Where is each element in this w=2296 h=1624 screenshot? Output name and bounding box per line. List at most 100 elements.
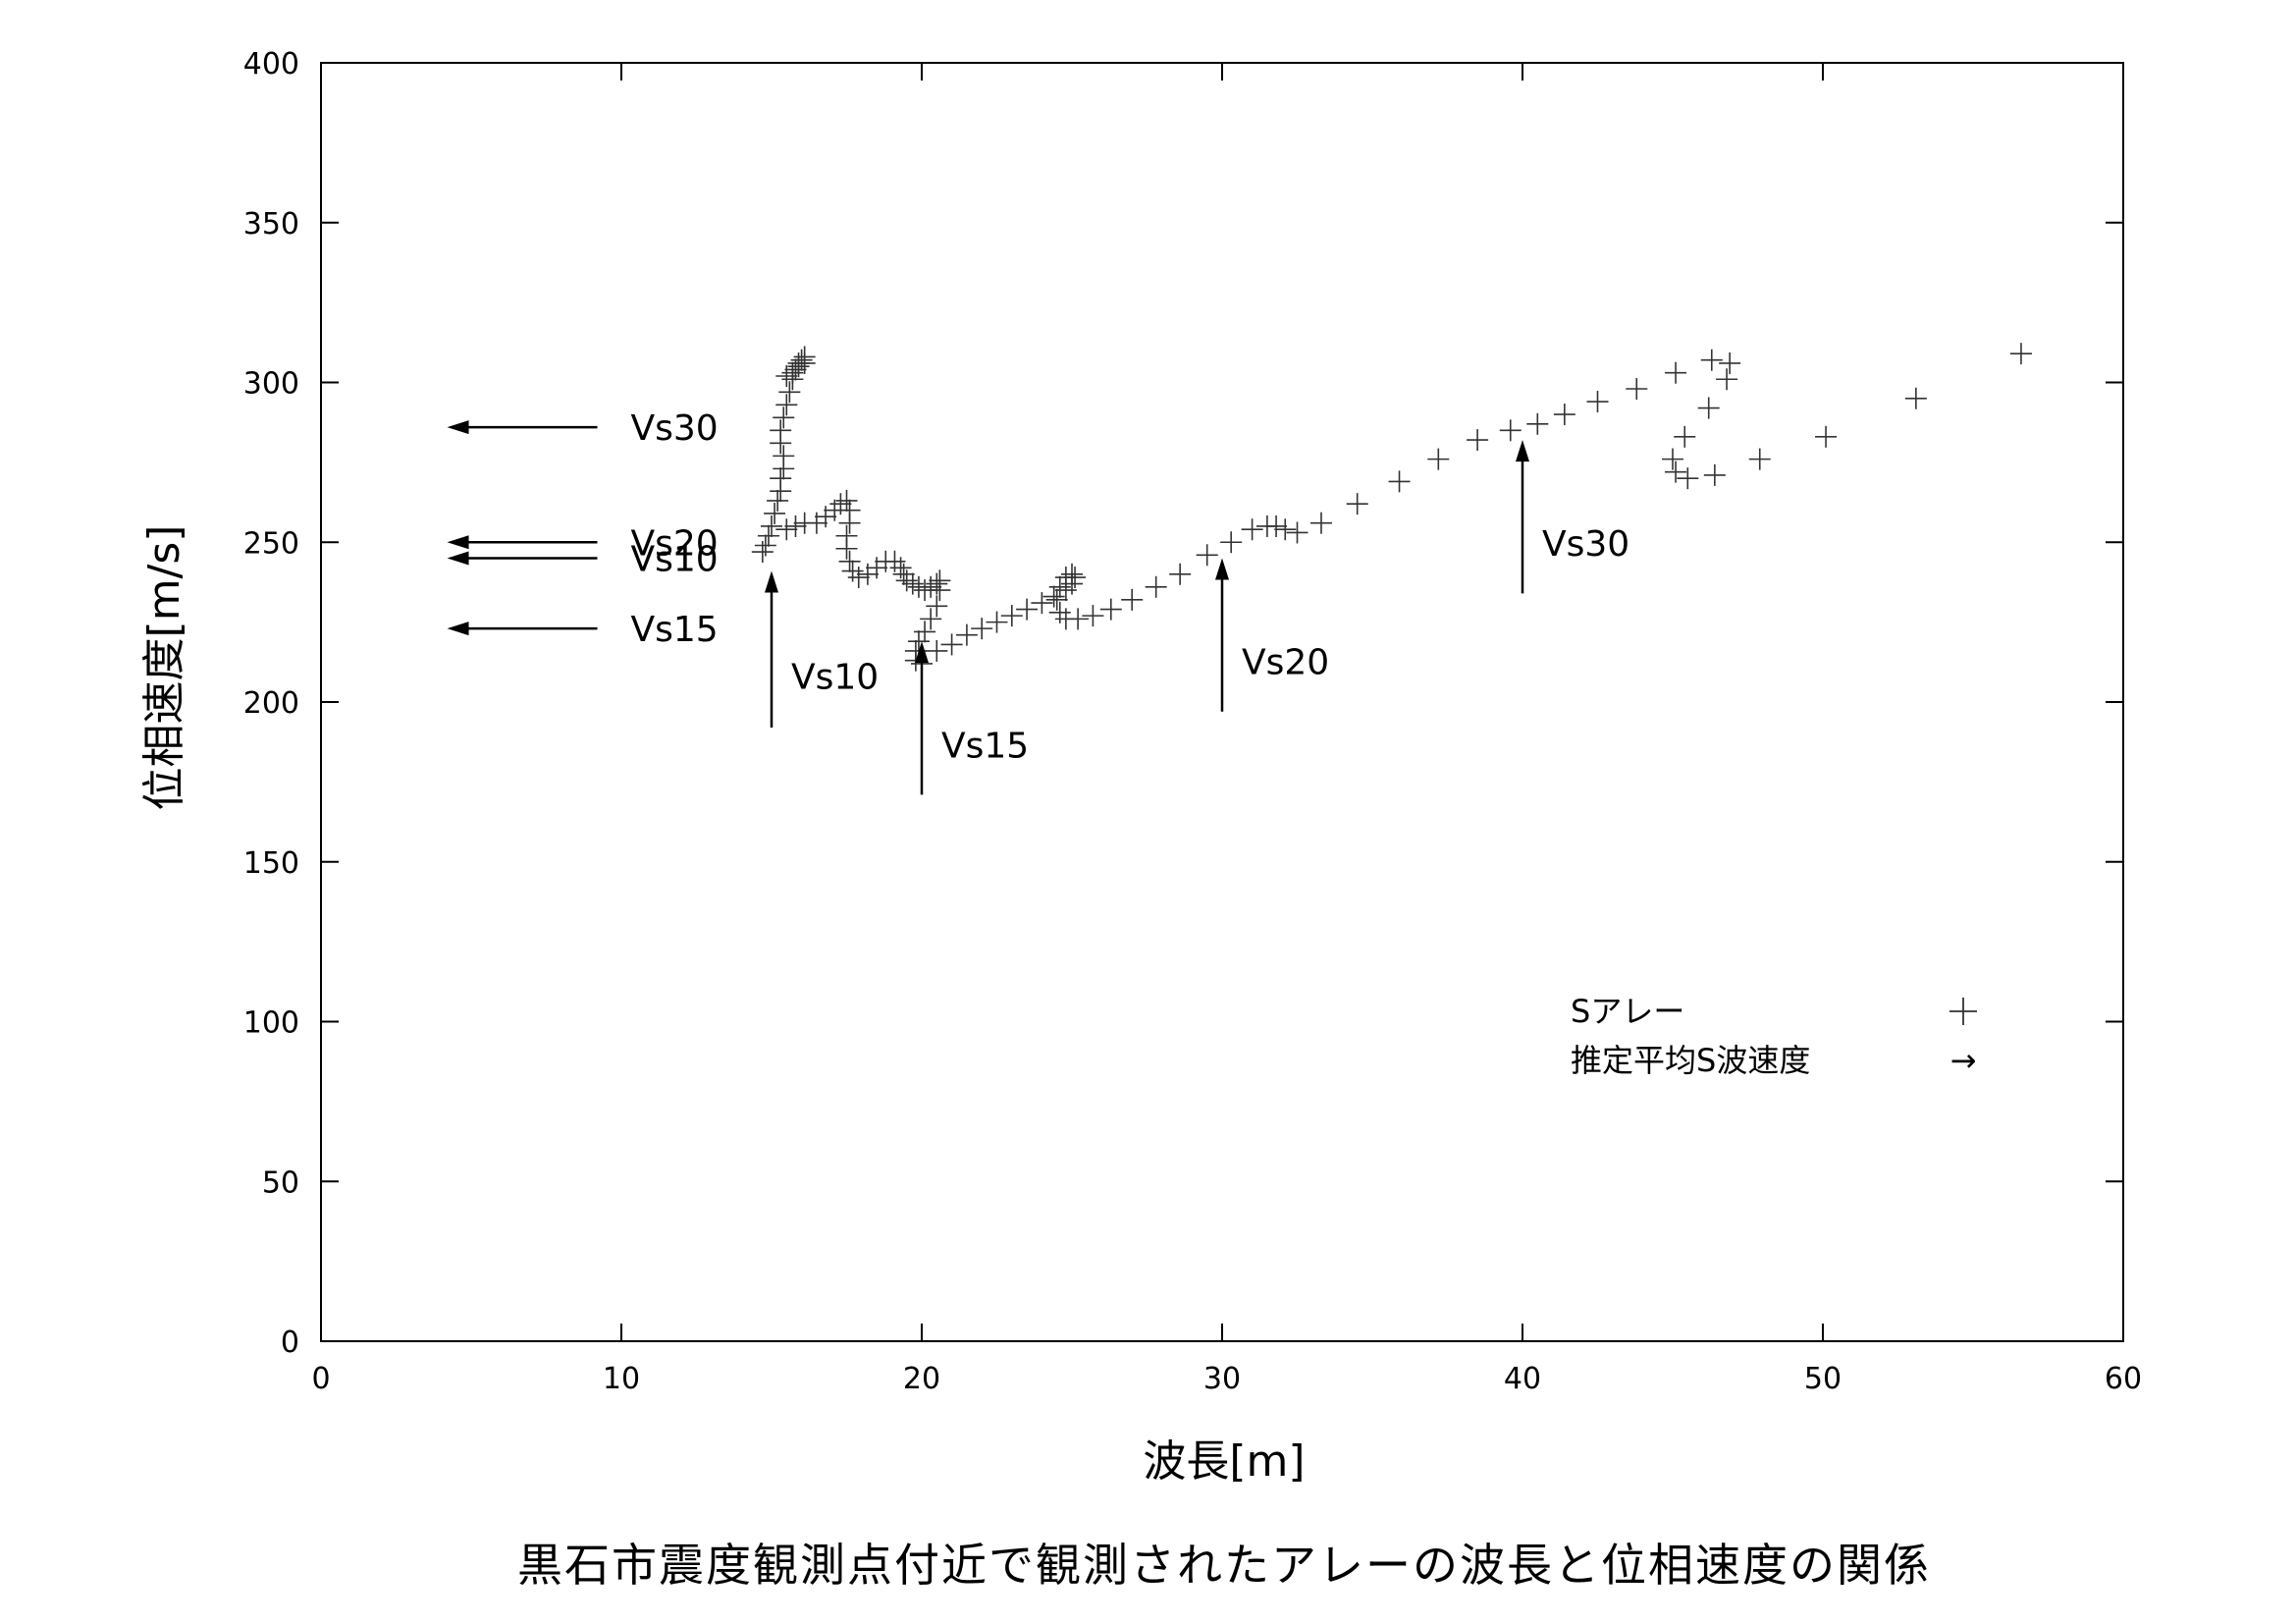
x-tick-label: 60 <box>2105 1362 2142 1396</box>
data-point <box>838 550 861 572</box>
data-point <box>883 550 906 572</box>
data-point <box>790 349 813 371</box>
annotation-arrow-left: Vs15 <box>447 610 719 650</box>
data-point <box>1388 470 1411 493</box>
data-point <box>920 575 942 598</box>
data-point <box>1526 412 1549 435</box>
data-point <box>1427 448 1450 470</box>
data-point <box>1467 429 1489 452</box>
data-point <box>1719 352 1741 374</box>
data-point <box>784 514 807 537</box>
annotation-arrow-up: Vs10 <box>765 570 879 729</box>
x-tick-label: 10 <box>603 1362 640 1396</box>
data-point <box>1626 378 1648 401</box>
axis-ticks <box>320 62 2124 1342</box>
data-point <box>1586 391 1609 413</box>
data-point <box>1674 425 1696 448</box>
data-point <box>775 394 798 416</box>
data-point <box>1061 563 1083 585</box>
annotation-arrow-up: Vs15 <box>915 641 1029 795</box>
data-point <box>1274 518 1297 541</box>
data-point <box>1121 588 1144 611</box>
data-point <box>764 502 786 524</box>
data-point <box>775 518 798 541</box>
data-point <box>926 595 948 618</box>
data-point <box>1016 598 1039 621</box>
data-point <box>1196 544 1218 567</box>
data-point <box>835 489 858 512</box>
data-point <box>761 514 782 537</box>
y-tick-label: 350 <box>243 207 299 242</box>
data-point <box>775 364 798 387</box>
data-point <box>971 618 993 640</box>
data-point <box>1346 493 1368 515</box>
y-tick-label: 400 <box>243 47 299 81</box>
data-point <box>1286 521 1308 544</box>
x-tick-label: 0 <box>311 1362 330 1396</box>
y-tick-label: 100 <box>243 1006 299 1041</box>
data-point <box>895 569 918 592</box>
y-tick-label: 300 <box>243 367 299 402</box>
data-point <box>1067 608 1090 630</box>
data-point <box>1904 387 1927 409</box>
figure-caption: 黒石市震度観測点付近で観測されたアレーの波長と位相速度の関係 <box>517 1539 1931 1592</box>
data-point <box>1031 592 1053 615</box>
data-point <box>778 381 801 404</box>
axis-tick-labels: 0 10 20 30 40 50 60 0 50 100 150 200 250 300 350 400 <box>243 47 2142 1396</box>
data-point <box>1145 575 1167 598</box>
legend-label: 推定平均S波速度 <box>1571 1042 1810 1079</box>
annotation-arrow-left: Vs30 <box>447 408 719 449</box>
y-tick-label: 0 <box>281 1326 299 1360</box>
data-point <box>838 512 861 534</box>
data-point <box>770 419 792 442</box>
data-point <box>829 493 852 515</box>
legend-arrow-symbol: → <box>1950 1042 1977 1079</box>
annotation-arrow-left: Vs10 <box>447 540 719 580</box>
data-point <box>1048 575 1071 598</box>
x-tick-label: 30 <box>1203 1362 1241 1396</box>
annotation-label: Vs20 <box>631 523 719 564</box>
annotation-label: Vs20 <box>1242 643 1329 683</box>
data-point <box>805 512 828 534</box>
data-point <box>901 572 924 595</box>
data-point <box>784 358 807 381</box>
data-point <box>914 621 936 643</box>
x-tick-label: 50 <box>1804 1362 1842 1396</box>
data-point <box>1042 585 1065 608</box>
x-tick-label: 40 <box>1504 1362 1541 1396</box>
data-point <box>1703 463 1726 486</box>
annotation-label: Vs10 <box>791 657 879 697</box>
data-point <box>1553 404 1575 426</box>
data-point <box>1815 425 1838 448</box>
data-point <box>773 406 795 429</box>
data-point <box>841 560 864 582</box>
data-point <box>1662 448 1683 470</box>
data-point <box>926 639 948 662</box>
data-point <box>856 563 879 585</box>
data-point <box>1169 563 1192 585</box>
data-point <box>1665 460 1687 483</box>
legend-label: Sアレー <box>1571 993 1684 1030</box>
data-point <box>1700 349 1723 371</box>
data-point <box>767 489 789 512</box>
y-tick-label: 150 <box>243 846 299 881</box>
annotation-label: Vs10 <box>631 540 719 580</box>
y-tick-label: 250 <box>243 526 299 561</box>
data-point <box>2009 343 2032 365</box>
data-point <box>751 541 774 564</box>
y-tick-label: 50 <box>262 1165 299 1200</box>
data-point <box>1048 601 1071 623</box>
data-point <box>1309 512 1332 534</box>
data-point <box>1054 567 1077 589</box>
annotation-label: Vs15 <box>941 726 1029 766</box>
annotation-arrow-left: Vs20 <box>447 523 719 564</box>
data-point <box>757 524 779 547</box>
data-point <box>866 557 888 579</box>
annotation-label: Vs30 <box>1542 524 1629 565</box>
data-point <box>986 611 1008 633</box>
annotation-label: Vs30 <box>631 408 719 449</box>
y-axis-title: 位相速度[m/s] <box>139 525 189 811</box>
